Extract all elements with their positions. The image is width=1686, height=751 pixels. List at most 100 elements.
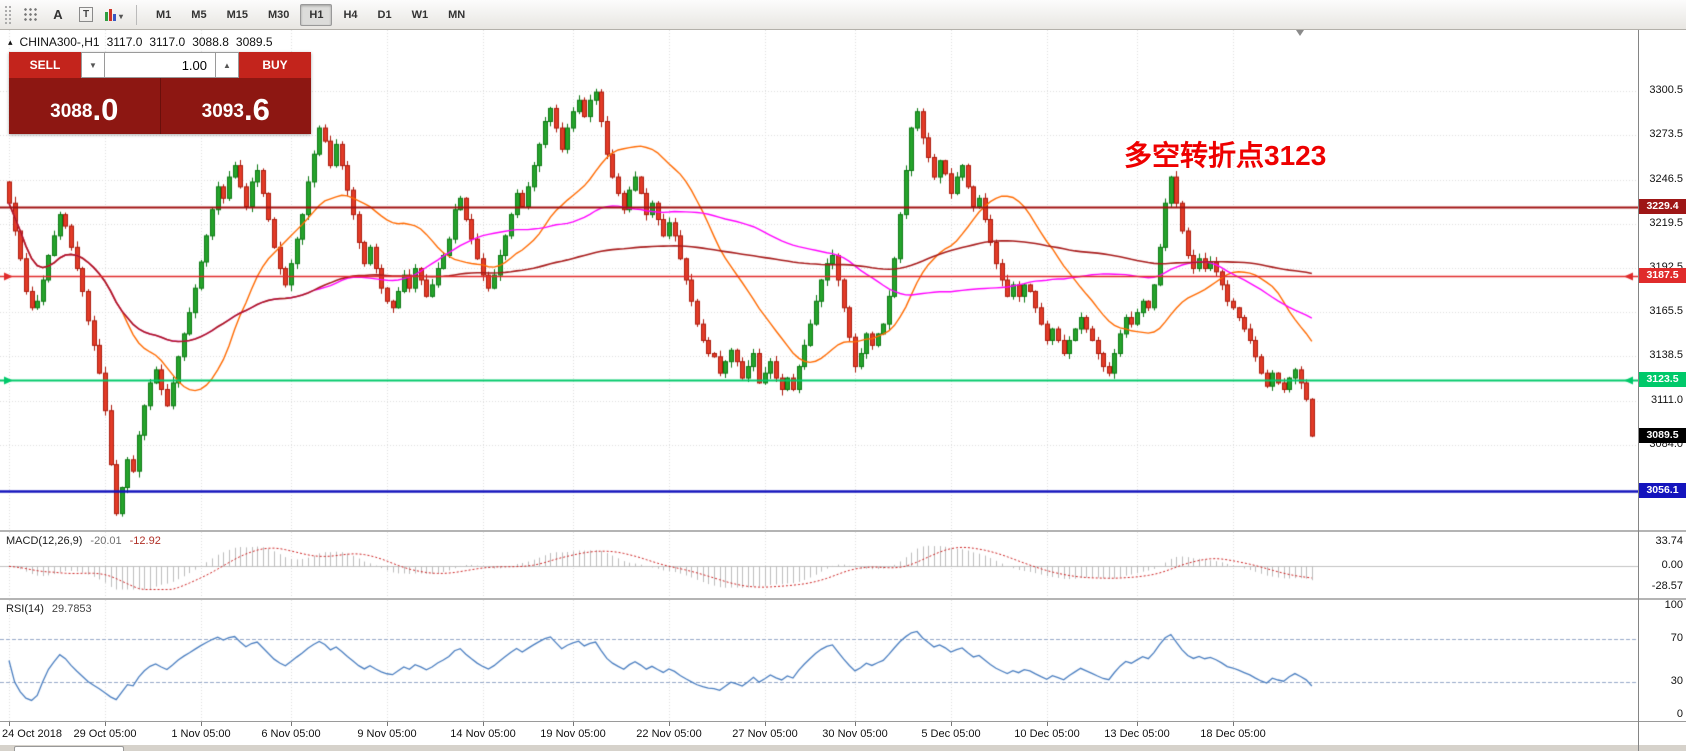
- symbol-period-label: CHINA300-,H1: [19, 35, 100, 49]
- time-axis-label: 9 Nov 05:00: [357, 728, 417, 740]
- ohlc-open: 3117.0: [106, 35, 143, 49]
- sell-button[interactable]: SELL: [9, 52, 81, 78]
- panel-separator[interactable]: [0, 598, 1638, 600]
- time-tick: [105, 722, 106, 726]
- price-tag: 3089.5: [1639, 428, 1686, 444]
- grid-tool-button[interactable]: [17, 3, 43, 27]
- volume-down-icon: ▼: [89, 60, 97, 70]
- timeframe-d1[interactable]: D1: [377, 8, 392, 21]
- time-axis-label: 30 Nov 05:00: [822, 728, 888, 740]
- main-chart-panel: ▴ CHINA300-,H1 3117.0 3117.0 3088.8 3089…: [0, 30, 1638, 530]
- top-toolbar: A T ▾ M1 M5 M15 M30 H1 H4 D1 W1 MN: [0, 0, 1686, 30]
- timeframe-h4[interactable]: H4: [343, 8, 358, 21]
- panel-separator[interactable]: [0, 530, 1638, 532]
- price-divider: [159, 78, 161, 134]
- time-axis-label: 24 Oct 2018: [2, 728, 62, 740]
- time-axis[interactable]: 24 Oct 2018 29 Oct 05:00 1 Nov 05:00 6 Nov …: [0, 721, 1638, 745]
- time-tick: [855, 722, 856, 726]
- time-axis-label: 13 Dec 05:00: [1104, 728, 1170, 740]
- macd-axis-label: 0.00: [1661, 559, 1683, 572]
- timeframe-m30[interactable]: M30: [267, 8, 290, 21]
- time-tick: [765, 722, 766, 726]
- ohlc-high: 3117.0: [149, 35, 186, 49]
- time-axis-label: 10 Dec 05:00: [1014, 728, 1080, 740]
- toolbar-separator: [136, 4, 137, 25]
- volume-input[interactable]: [105, 52, 215, 78]
- text-tool-button[interactable]: A: [45, 3, 71, 27]
- volume-dropdown-button[interactable]: ▼: [81, 52, 105, 78]
- rsi-name: RSI(14): [6, 603, 44, 615]
- timeframe-m5[interactable]: M5: [191, 8, 207, 21]
- price-axis-label: 3219.5: [1649, 216, 1683, 229]
- macd-name: MACD(12,26,9): [6, 535, 83, 547]
- volume-increase-button[interactable]: ▲: [215, 52, 239, 78]
- letter-a-icon: A: [53, 7, 63, 22]
- chart-shift-marker-icon[interactable]: [1296, 30, 1304, 36]
- rsi-value-axis[interactable]: 100 70 30 0: [1639, 599, 1686, 721]
- timeframe-h1[interactable]: H1: [300, 3, 333, 26]
- price-tag: 3123.5: [1639, 372, 1686, 388]
- chart-annotation-text: 多空转折点3123: [1124, 140, 1327, 171]
- sell-price-pips: .0: [92, 92, 119, 127]
- buy-price-button[interactable]: 3093 .6: [161, 78, 312, 134]
- time-tick: [291, 722, 292, 726]
- time-tick: [1233, 722, 1234, 726]
- objects-dropdown-button[interactable]: ▾: [101, 3, 127, 27]
- macd-panel: MACD(12,26,9) -20.01 -12.92: [0, 532, 1638, 598]
- price-axis-label: 3273.5: [1649, 128, 1683, 141]
- chart-ohlc-header: ▴ CHINA300-,H1 3117.0 3117.0 3088.8 3089…: [8, 35, 273, 49]
- timeframe-group: M1 M5 M15 M30 H1 H4 D1 W1 MN: [146, 3, 475, 26]
- bottom-strip-corner: [1639, 745, 1686, 751]
- rsi-indicator-label: RSI(14) 29.7853: [6, 603, 92, 615]
- macd-value-axis[interactable]: 33.74 0.00 -28.57: [1639, 532, 1686, 598]
- price-axis-label: 3138.5: [1649, 348, 1683, 361]
- time-tick: [669, 722, 670, 726]
- time-tick: [1137, 722, 1138, 726]
- rsi-panel: RSI(14) 29.7853: [0, 600, 1638, 721]
- macd-axis-label: 33.74: [1655, 535, 1683, 548]
- chart-tab[interactable]: [14, 746, 124, 751]
- timeframe-m1[interactable]: M1: [156, 8, 172, 21]
- buy-price-pips: .6: [243, 92, 270, 127]
- panel-separator: [1639, 530, 1686, 532]
- rsi-axis-label: 100: [1664, 599, 1683, 611]
- rsi-axis-label: 70: [1670, 631, 1683, 644]
- macd-indicator-label: MACD(12,26,9) -20.01 -12.92: [6, 535, 161, 547]
- time-axis-label: 18 Dec 05:00: [1200, 728, 1266, 740]
- sell-price-button[interactable]: 3088 .0: [9, 78, 160, 134]
- main-price-axis[interactable]: 3300.5 3273.5 3246.5 3219.5 3192.5 3165.5 3138…: [1639, 30, 1686, 530]
- time-axis-label: 6 Nov 05:00: [261, 728, 321, 740]
- letter-t-icon: T: [78, 7, 94, 22]
- price-tag: 3056.1: [1639, 482, 1686, 498]
- axis-corner: [1639, 721, 1686, 745]
- objects-icon: ▾: [104, 8, 123, 21]
- time-tick: [9, 722, 10, 726]
- time-axis-label: 27 Nov 05:00: [732, 728, 798, 740]
- time-tick: [1047, 722, 1048, 726]
- time-tick: [201, 722, 202, 726]
- one-click-trading-panel: SELL ▼ ▲ BUY 3088 .0: [9, 52, 311, 134]
- chart-workspace: ▴ CHINA300-,H1 3117.0 3117.0 3088.8 3089…: [0, 30, 1686, 751]
- rsi-chart-canvas[interactable]: [0, 600, 1638, 721]
- price-tag: 3187.5: [1639, 267, 1686, 283]
- timeframe-m15[interactable]: M15: [226, 8, 248, 21]
- time-axis-label: 14 Nov 05:00: [450, 728, 516, 740]
- buy-button[interactable]: BUY: [239, 52, 311, 78]
- symbol-marker-icon: ▴: [8, 36, 13, 47]
- toolbar-gripper[interactable]: [4, 4, 11, 25]
- time-axis-label: 5 Dec 05:00: [921, 728, 981, 740]
- rsi-axis-label: 30: [1670, 675, 1683, 688]
- grid-icon: [22, 7, 38, 22]
- timeframe-w1[interactable]: W1: [411, 8, 429, 21]
- macd-axis-label: -28.57: [1651, 580, 1683, 593]
- timeframe-mn[interactable]: MN: [448, 8, 466, 21]
- time-axis-label: 29 Oct 05:00: [73, 728, 137, 740]
- price-axis-column: 3300.5 3273.5 3246.5 3219.5 3192.5 3165.5 3138…: [1638, 30, 1686, 751]
- label-tool-button[interactable]: T: [73, 3, 99, 27]
- macd-main-value: -20.01: [90, 535, 122, 547]
- sell-price-main: 3088: [50, 101, 93, 122]
- time-axis-label: 1 Nov 05:00: [171, 728, 231, 740]
- volume-up-icon: ▲: [223, 60, 231, 70]
- price-axis-label: 3246.5: [1649, 172, 1683, 185]
- macd-chart-canvas[interactable]: [0, 532, 1638, 598]
